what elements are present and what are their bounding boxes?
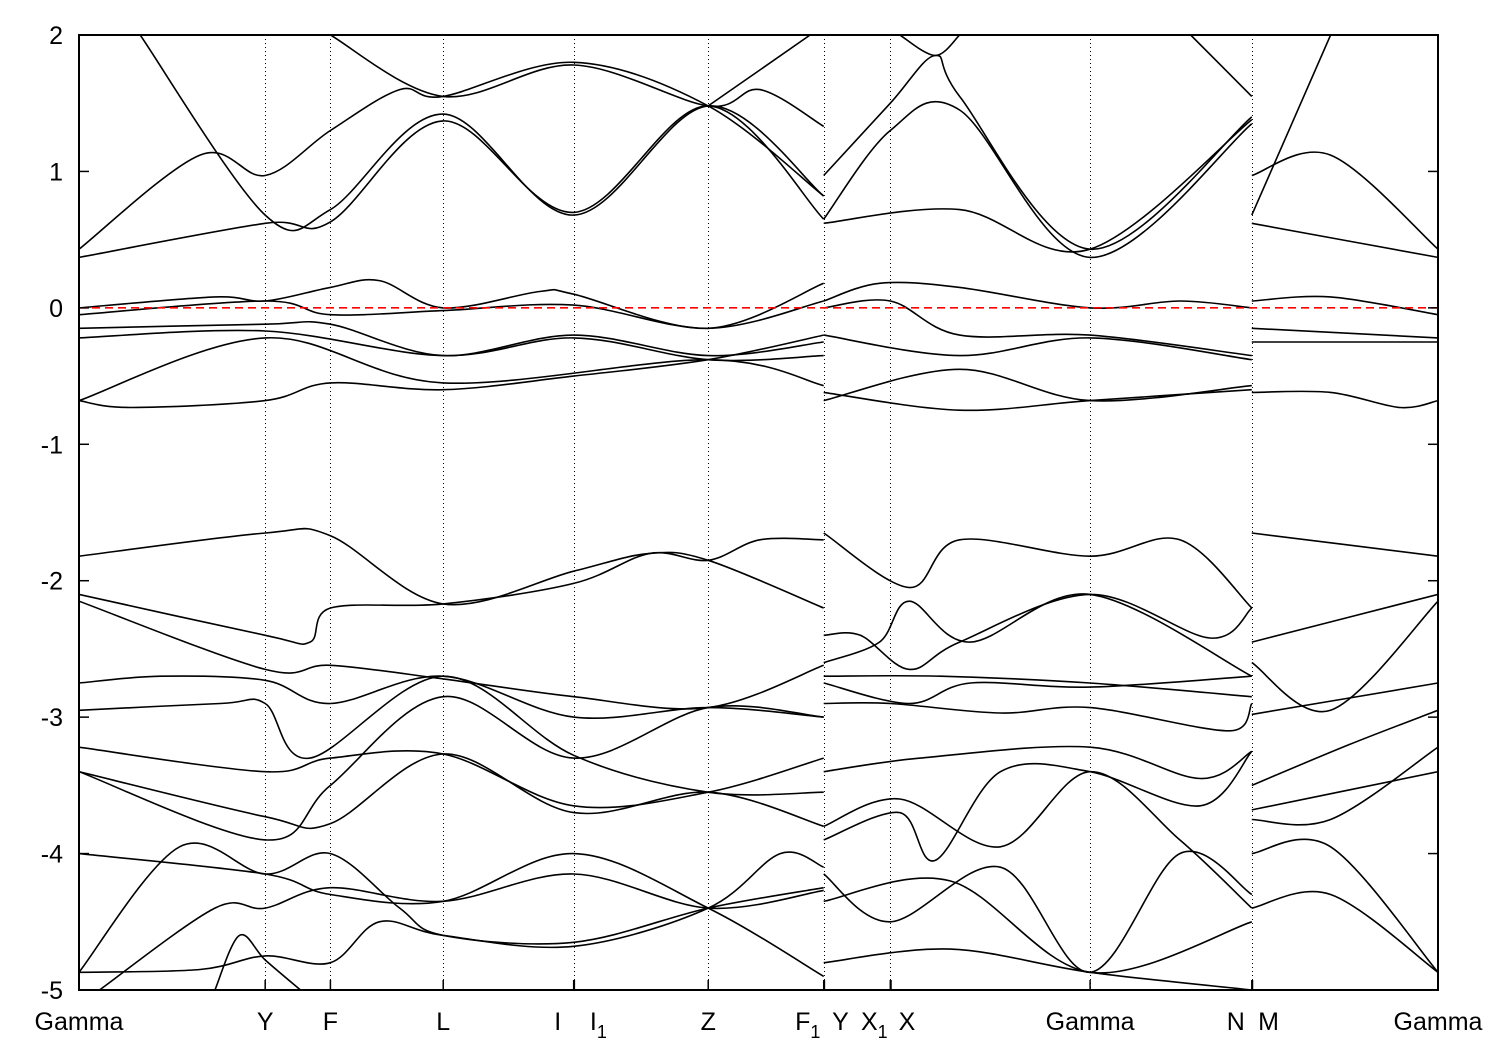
- band-61: [1251, 890, 1438, 973]
- x-tick-label: F1: [795, 1008, 820, 1042]
- y-tick-label: -5: [41, 977, 63, 1005]
- band-2: [139, 35, 825, 232]
- x-tick-label: F: [323, 1008, 338, 1036]
- band-15: [79, 320, 824, 357]
- band-4: [707, 35, 811, 107]
- band-1: [79, 61, 825, 250]
- band-38: [79, 852, 825, 978]
- band-31: [79, 675, 824, 720]
- band-57: [1251, 709, 1438, 787]
- band-13: [79, 278, 824, 330]
- x-tick-label: L: [436, 1008, 450, 1036]
- band-48: [823, 750, 1253, 862]
- band-24: [1251, 295, 1438, 316]
- x-tick-label: Gamma: [1046, 1008, 1135, 1036]
- band-41: [823, 532, 1253, 609]
- x-tick-label: Gamma: [35, 1008, 124, 1036]
- band-6: [823, 100, 1253, 259]
- x-tick-label: N: [1227, 1008, 1245, 1036]
- y-tick-label: 0: [49, 295, 63, 323]
- y-tick-label: -4: [41, 841, 63, 869]
- band-17: [79, 337, 824, 402]
- band-52: [823, 948, 1252, 990]
- x-tick-label: I: [554, 1008, 561, 1036]
- band-28: [79, 527, 825, 609]
- y-tick-label: -3: [41, 704, 63, 732]
- band-37: [79, 851, 825, 974]
- band-43: [823, 593, 1253, 677]
- band-51: [823, 877, 1253, 974]
- band-20: [823, 299, 1252, 357]
- band-34: [79, 695, 824, 841]
- band-42: [823, 593, 1253, 671]
- x-tick-label: I1: [590, 1008, 607, 1042]
- band-44: [823, 675, 1252, 705]
- band-7: [823, 118, 1253, 253]
- band-3: [330, 35, 825, 128]
- band-53: [1251, 532, 1438, 557]
- band-14: [79, 300, 824, 330]
- band-54: [1251, 593, 1438, 643]
- band-36: [79, 842, 824, 973]
- y-tick-label: 1: [49, 158, 63, 186]
- x-tick-label: M: [1258, 1008, 1279, 1036]
- band-39: [98, 873, 824, 990]
- x-tick-label: Y: [257, 1008, 274, 1036]
- band-30: [79, 600, 824, 710]
- band-55: [1251, 600, 1438, 713]
- band-40: [214, 933, 302, 990]
- band-58: [1251, 746, 1438, 826]
- y-tick-label: 2: [49, 22, 63, 50]
- x-tick-label: Gamma: [1394, 1008, 1483, 1036]
- band-47: [823, 745, 1253, 780]
- plot-frame: [78, 34, 1439, 991]
- band-50: [823, 850, 1253, 974]
- y-tick-label: -2: [41, 568, 63, 596]
- band-35: [79, 753, 824, 830]
- band-11: [1251, 35, 1332, 216]
- band-59: [1251, 770, 1438, 811]
- x-tick-label: X: [899, 1008, 916, 1036]
- band-18: [79, 334, 824, 409]
- band-27: [1251, 390, 1438, 409]
- band-49: [823, 770, 1253, 909]
- band-21: [823, 334, 1252, 361]
- band-10: [1251, 151, 1438, 250]
- band-25: [1251, 327, 1438, 339]
- band-12: [1251, 222, 1438, 259]
- band-56: [1251, 682, 1438, 716]
- band-23: [823, 388, 1252, 412]
- x-tick-label: Z: [701, 1008, 716, 1036]
- band-29: [79, 537, 824, 645]
- band-0: [79, 105, 825, 259]
- band-32: [79, 675, 824, 796]
- band-9: [1190, 35, 1253, 97]
- y-tick-label: -1: [41, 431, 63, 459]
- band-8: [899, 35, 961, 57]
- band-46: [823, 701, 1253, 732]
- band-45: [823, 674, 1252, 698]
- band-60: [1251, 838, 1438, 973]
- band-5: [823, 54, 1253, 251]
- band-22: [823, 368, 1252, 402]
- x-tick-label: Y: [832, 1008, 849, 1036]
- band-19: [823, 281, 1252, 310]
- x-tick-label: X1: [861, 1008, 888, 1042]
